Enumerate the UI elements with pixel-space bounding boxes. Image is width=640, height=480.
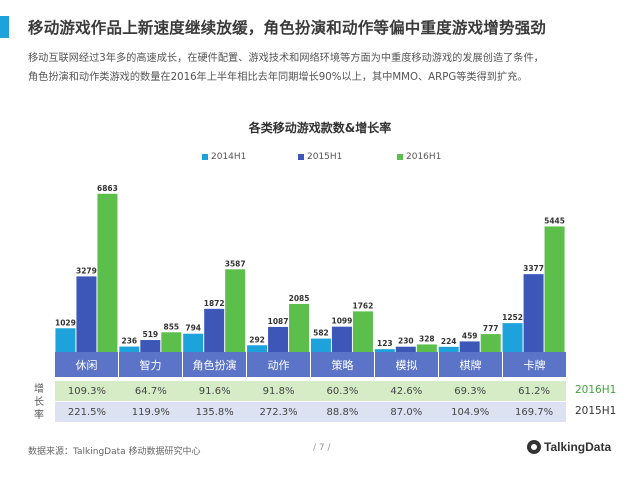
bar-2016h1 — [225, 269, 246, 352]
bar-2014h1 — [119, 346, 140, 352]
bar-2016h1 — [544, 226, 565, 352]
category-cell: 动作 — [247, 352, 311, 377]
bar-data-label: 582 — [313, 329, 329, 338]
talkingdata-logo-icon — [527, 440, 541, 454]
growth-cell: 119.9% — [131, 406, 170, 418]
growth-rate-label: 增长率 — [34, 384, 44, 421]
legend-swatch-2015h1 — [298, 154, 304, 160]
chart-title: 各类移动游戏款数&增长率 — [248, 121, 392, 135]
bar-data-label: 292 — [249, 335, 265, 344]
bar-data-label: 236 — [121, 337, 137, 346]
growth-cell: 91.6% — [198, 385, 231, 397]
data-source: 数据来源：TalkingData 移动数据研究中心 — [28, 447, 201, 457]
bar-data-label: 459 — [462, 331, 478, 340]
bar-data-label: 1099 — [332, 317, 353, 326]
bar-2014h1 — [374, 349, 395, 352]
bar-2016h1 — [416, 344, 437, 352]
bar-data-label: 1029 — [55, 318, 76, 327]
bar-2016h1 — [161, 332, 182, 352]
bar-data-label: 855 — [163, 322, 179, 331]
growth-row-2016h1: 109.3% 64.7% 91.6% 91.8% 60.3% 42.6% 69.… — [55, 381, 566, 401]
chart-legend: 2014H1 2015H1 2016H1 — [0, 152, 640, 164]
growth-row-2015h1: 221.5% 119.9% 135.8% 272.3% 88.8% 87.0% … — [55, 402, 566, 422]
legend-swatch-2016h1 — [397, 154, 403, 160]
bar-data-label: 6863 — [97, 184, 118, 193]
growth-cell: 42.6% — [390, 385, 423, 397]
bar-2016h1 — [480, 334, 501, 352]
legend-label-2016h1: 2016H1 — [406, 152, 442, 162]
bar-2014h1 — [183, 333, 204, 352]
bar-2014h1 — [438, 346, 459, 352]
bar-data-label: 777 — [483, 324, 499, 333]
bar-data-label: 519 — [142, 330, 158, 339]
category-cell: 休闲 — [55, 352, 119, 377]
growth-cell: 61.2% — [518, 385, 550, 397]
category-cell: 策略 — [311, 352, 375, 377]
bar-2016h1 — [289, 303, 310, 352]
bar-data-label: 1872 — [204, 299, 225, 308]
bar-data-label: 230 — [398, 337, 414, 346]
bar-data-label: 224 — [441, 337, 457, 346]
page-title: 移动游戏作品上新速度继续放缓，角色扮演和动作等偏中重度游戏增势强劲 — [28, 19, 547, 37]
bar-2015h1 — [331, 326, 352, 352]
bar-data-label: 3377 — [523, 264, 544, 273]
category-cell: 模拟 — [375, 352, 439, 377]
bar-data-label: 2085 — [289, 294, 310, 303]
bar-2016h1 — [352, 311, 373, 352]
legend-label-2014h1: 2014H1 — [211, 152, 247, 162]
bar-data-label: 1762 — [353, 301, 374, 310]
description-line-1: 移动互联网经过3年多的高速成长，在硬件配置、游戏技术和网络环境等方面为中重度移动… — [28, 53, 544, 64]
bar-2015h1 — [268, 326, 289, 352]
category-cell: 智力 — [119, 352, 183, 377]
bar-2015h1 — [140, 340, 161, 352]
description-line-2: 角色扮演和动作类游戏的数量在2016年上半年相比去年同期增长90%以上，其中MM… — [28, 72, 528, 83]
growth-cell: 64.7% — [134, 385, 167, 397]
title-accent-bar — [0, 16, 9, 38]
growth-cell: 135.8% — [195, 406, 234, 418]
growth-cell: 104.9% — [451, 406, 490, 418]
growth-row-label-2015h1: 2015H1 — [575, 405, 617, 417]
bar-data-label: 1252 — [502, 313, 523, 322]
growth-cell: 109.3% — [67, 385, 106, 397]
legend-swatch-2014h1 — [202, 154, 208, 160]
bar-2014h1 — [502, 323, 523, 352]
bar-data-label: 794 — [185, 324, 201, 333]
category-cell: 卡牌 — [523, 358, 546, 372]
growth-cell: 91.8% — [262, 385, 295, 397]
growth-row-label-2016h1: 2016H1 — [575, 384, 617, 396]
brand-logo: TalkingData — [527, 440, 611, 454]
bar-data-label: 1087 — [268, 317, 289, 326]
growth-cell: 87.0% — [390, 406, 423, 418]
legend-item-2015h1: 2015H1 — [298, 152, 342, 162]
growth-cell: 169.7% — [514, 406, 554, 418]
growth-cell: 69.3% — [454, 385, 487, 397]
bar-data-label: 5445 — [544, 216, 565, 225]
brand-name: TalkingData — [544, 440, 612, 454]
bar-2015h1 — [459, 341, 480, 352]
bar-data-label: 328 — [419, 334, 435, 343]
legend-label-2015h1: 2015H1 — [307, 152, 343, 162]
page-number: / 7 / — [313, 443, 331, 453]
growth-cell: 221.5% — [67, 406, 106, 418]
bar-data-label: 3279 — [76, 266, 97, 275]
growth-cell: 88.8% — [326, 406, 359, 418]
bar-data-label: 123 — [377, 339, 393, 348]
bar-2014h1 — [55, 328, 76, 352]
category-row: 休闲 智力 角色扮演 动作 策略 模拟 棋牌 卡牌 — [55, 352, 566, 377]
bar-2014h1 — [247, 345, 268, 352]
category-cell: 角色扮演 — [183, 352, 247, 377]
growth-cell: 272.3% — [259, 406, 298, 418]
bar-2015h1 — [76, 276, 97, 352]
bar-2015h1 — [395, 346, 416, 352]
growth-cell: 60.3% — [326, 385, 359, 397]
bar-data-label: 3587 — [225, 259, 246, 268]
bar-2016h1 — [97, 193, 118, 352]
legend-item-2014h1: 2014H1 — [202, 152, 246, 162]
category-cell: 棋牌 — [439, 352, 503, 377]
bar-2015h1 — [204, 308, 225, 352]
legend-item-2016h1: 2016H1 — [397, 152, 441, 162]
bar-2015h1 — [523, 274, 544, 352]
bar-2014h1 — [310, 338, 331, 352]
